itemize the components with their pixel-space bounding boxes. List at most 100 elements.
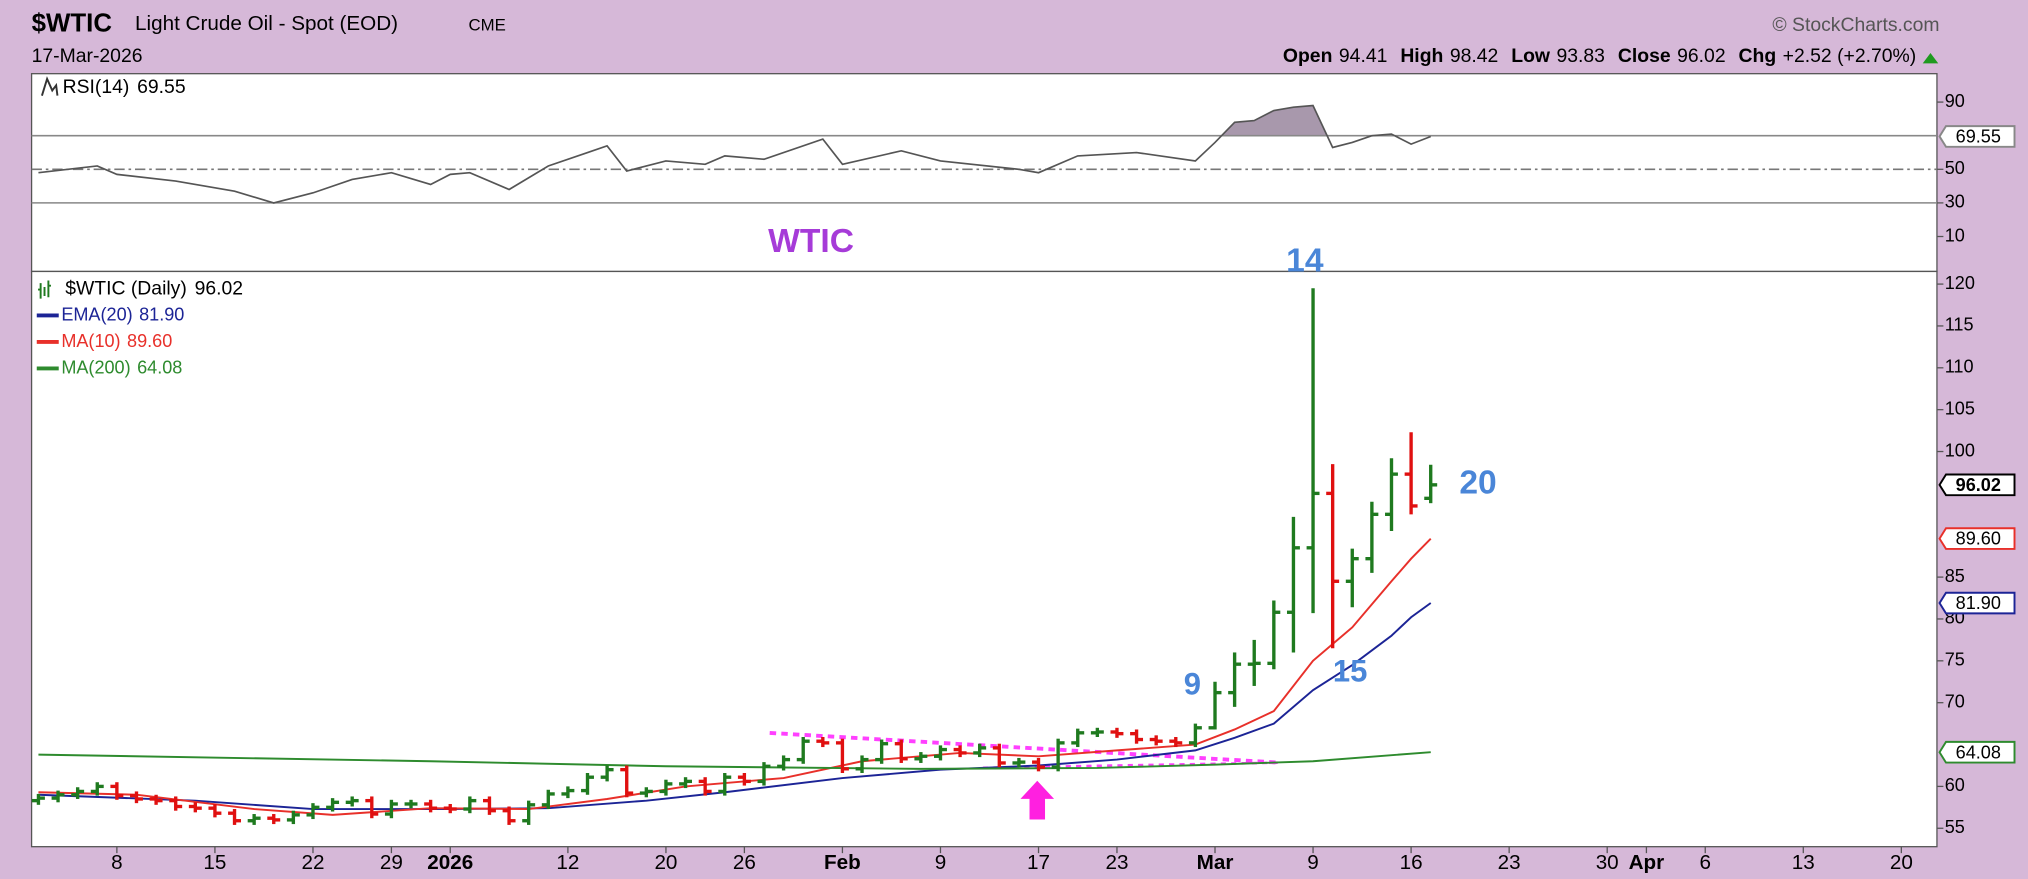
ohlc-bar — [679, 777, 693, 789]
ohlc-bar — [130, 791, 143, 804]
ohlc-bar — [757, 762, 771, 786]
ohlc-bar — [482, 796, 496, 815]
y-tick-label: 30 — [1945, 192, 1965, 212]
ma-line — [38, 751, 1431, 770]
ohlc-bar — [345, 796, 359, 807]
ohlc-bar — [1110, 727, 1124, 738]
ohlc-bar — [581, 773, 594, 795]
value-box-label: 69.55 — [1956, 127, 2001, 147]
ohlc-bar — [1169, 737, 1183, 748]
ohlc-bar — [1188, 723, 1202, 748]
value-box-frame — [1938, 591, 2016, 615]
ohlc-bar — [600, 765, 614, 782]
legend-name: MA(200) — [61, 357, 130, 377]
ohlc-bar — [1012, 757, 1026, 768]
ohlc-bar — [522, 800, 536, 825]
annotation: 9 — [1184, 667, 1201, 702]
legend-name: EMA(20) — [61, 304, 132, 324]
x-tick-label: 2026 — [427, 851, 473, 874]
quote-label: Close — [1618, 45, 1671, 67]
ohlc-bar — [443, 803, 457, 814]
quote-value: 96.02 — [1677, 45, 1726, 67]
ohlc-bar — [90, 782, 104, 796]
ohlc-bar — [659, 779, 673, 796]
value-box-frame — [1938, 527, 2016, 550]
x-tick-label: 29 — [380, 851, 403, 874]
date: 17-Mar-2026 — [32, 45, 143, 67]
ohlc-bar — [875, 739, 889, 764]
ohlc-bar — [1365, 501, 1379, 573]
ohlc-bar — [816, 737, 830, 748]
value-box: 69.55 — [1938, 125, 2016, 148]
ohlc-bar — [31, 793, 45, 805]
ohlc-bar — [1424, 464, 1438, 504]
rsi-value: 69.55 — [137, 76, 186, 98]
x-tick-label: 30 — [1596, 851, 1619, 874]
y-tick-label: 85 — [1945, 566, 1965, 586]
y-tick-label: 70 — [1945, 691, 1965, 711]
ohlc-bar — [698, 777, 712, 796]
annotation: 15 — [1333, 654, 1368, 689]
x-tick-label: Feb — [824, 851, 861, 874]
ohlc-bar — [934, 745, 947, 761]
legend-icon — [38, 280, 51, 299]
ohlc-bar — [973, 743, 987, 758]
annotation: 20 — [1459, 465, 1496, 502]
ohlc-bar — [365, 796, 379, 819]
rsi-fill — [1221, 105, 1395, 136]
ohlc-bar — [953, 745, 967, 758]
ohlc-bar — [286, 810, 300, 825]
value-box-label: 89.60 — [1956, 529, 2001, 549]
exchange: CME — [469, 15, 506, 34]
ohlc-bar — [404, 799, 418, 809]
source: © StockCharts.com — [1772, 14, 1939, 36]
x-tick-label: 15 — [203, 851, 226, 874]
x-tick-label: 12 — [556, 851, 579, 874]
legend-entry: MA(10) 89.60 — [61, 331, 172, 351]
ohlc-bar — [718, 773, 732, 796]
y-tick-label: 120 — [1945, 273, 1975, 293]
x-tick-label: 22 — [301, 851, 324, 874]
ohlc-bar — [894, 739, 908, 763]
ohlc-bar — [424, 799, 438, 813]
rsi-legend: RSI(14) 69.55 — [63, 76, 186, 98]
x-tick-label: 16 — [1400, 851, 1423, 874]
ohlc-bar — [247, 814, 261, 825]
ohlc-bar — [620, 765, 634, 798]
annotation: 14 — [1286, 242, 1324, 279]
ohlc-bar — [110, 782, 124, 800]
ohlc-bar — [1326, 464, 1340, 649]
quote: Open 94.41 High 98.42 Low 93.83 Close 96.02 Chg +… — [1283, 45, 1916, 67]
value-box: 81.90 — [1938, 591, 2016, 615]
ohlc-bar — [1090, 727, 1104, 738]
ohlc-bar — [71, 787, 85, 799]
value-box-label: 81.90 — [1956, 593, 2001, 613]
ohlc-bar — [1208, 681, 1222, 730]
ohlc-bar — [326, 798, 340, 812]
x-tick-label: Mar — [1197, 851, 1234, 874]
x-tick-label: 13 — [1792, 851, 1815, 874]
x-tick-label: 20 — [654, 851, 677, 874]
quote-label: High — [1400, 45, 1443, 67]
legend-entry: MA(200) 64.08 — [61, 357, 182, 377]
ohlc-bar — [267, 814, 281, 825]
value-box-frame — [1938, 125, 2016, 148]
ohlc-bar — [1267, 600, 1281, 670]
ohlc-bar — [541, 789, 555, 810]
ohlc-bar — [835, 738, 849, 774]
value-box-frame — [1938, 473, 2016, 497]
arrow — [1020, 780, 1055, 820]
ohlc-bar — [1051, 738, 1065, 772]
ohlc-bar — [1032, 757, 1045, 772]
ohlc-bar — [502, 806, 516, 825]
value-box-frame — [1938, 740, 2016, 764]
y-tick-label: 10 — [1945, 225, 1965, 245]
value-box-label: 96.02 — [1956, 475, 2001, 495]
ohlc-bar — [777, 755, 791, 771]
quote-value: 98.42 — [1450, 45, 1499, 67]
legend-value: 81.90 — [139, 304, 184, 324]
ohlc-bar — [639, 787, 653, 798]
ohlc-bar — [1228, 652, 1242, 707]
value-box: 89.60 — [1938, 527, 2016, 550]
